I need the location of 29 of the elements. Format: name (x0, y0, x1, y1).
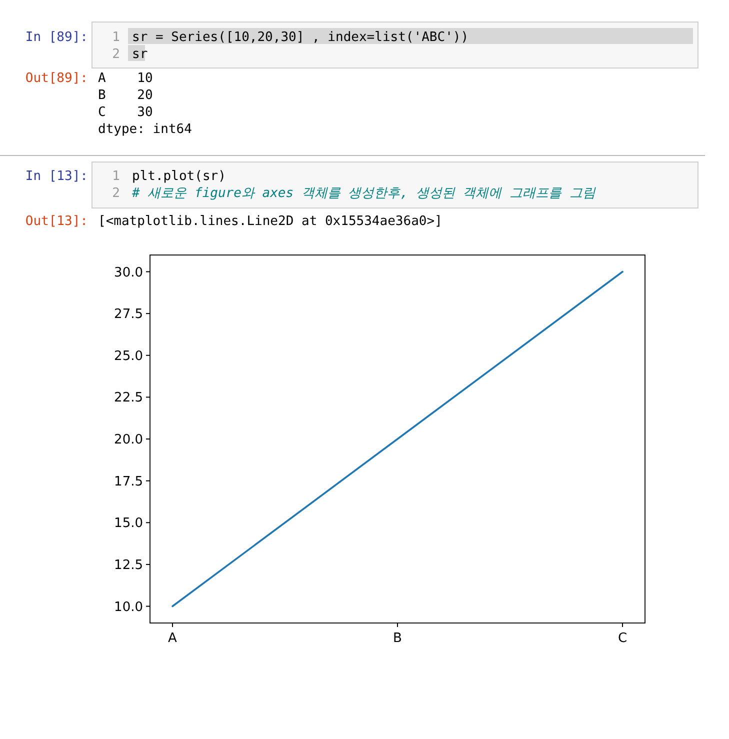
y-tick-label: 20.0 (114, 432, 143, 448)
y-tick-label: 30.0 (114, 265, 143, 280)
text: In [89]: (25, 30, 88, 45)
text: 2 (112, 47, 120, 62)
y-tick-label: 10.0 (114, 600, 143, 615)
text: Out[13]: (25, 214, 88, 229)
text: A 10 (98, 71, 153, 86)
text: dtype: int64 (98, 122, 192, 137)
x-tick-label: C (618, 631, 628, 646)
text: sr = Series([10,20,30] , index=list('ABC')) (132, 30, 469, 45)
text: sr (132, 47, 148, 62)
y-tick-label: 25.0 (114, 348, 143, 364)
x-tick-label: B (393, 631, 402, 646)
text: C 30 (98, 105, 153, 120)
y-tick-label: 12.5 (114, 558, 143, 574)
y-tick-label: 15.0 (114, 516, 143, 532)
text: 1 (112, 30, 120, 45)
text: Out[89]: (25, 71, 88, 86)
text: plt.plot(sr) (132, 169, 226, 184)
text: [<matplotlib.lines.Line2D at 0x15534ae36a0>] (98, 214, 442, 229)
y-tick-label: 22.5 (114, 390, 143, 406)
text: 1 (112, 169, 120, 184)
text: In [13]: (25, 169, 88, 184)
y-tick-label: 17.5 (114, 474, 143, 490)
text: 2 (112, 186, 120, 201)
x-tick-label: A (168, 631, 178, 646)
text: # 새로운 figure와 axes 객체를 생성한후, 생성된 객체에 그래프를 그림 (131, 186, 596, 201)
y-tick-label: 27.5 (114, 307, 143, 322)
text: B 20 (98, 88, 153, 103)
